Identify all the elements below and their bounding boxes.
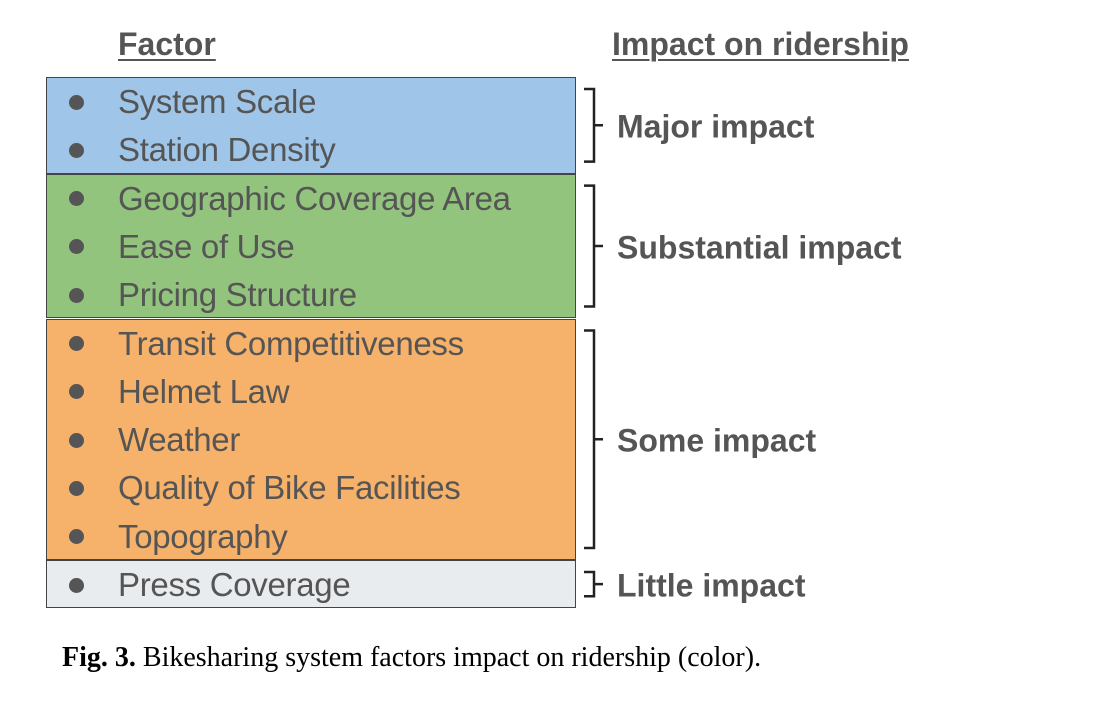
bullet-icon xyxy=(69,432,84,448)
bullet-icon xyxy=(69,480,84,496)
impact-label-major: Major impact xyxy=(617,108,815,145)
figure-caption: Fig. 3. Bikesharing system factors impac… xyxy=(62,642,761,674)
impact-label-little: Little impact xyxy=(617,567,806,604)
group-little: Press Coverage xyxy=(46,560,576,609)
factor-label: Quality of Bike Facilities xyxy=(118,469,461,507)
factor-label: Topography xyxy=(118,517,288,555)
bullet-icon xyxy=(69,191,84,207)
factor-item: Ease of Use xyxy=(47,223,575,271)
factor-label: Pricing Structure xyxy=(118,276,357,314)
group-some: Transit Competitiveness Helmet Law Weather… xyxy=(46,318,576,561)
factor-item: Geographic Coverage Area xyxy=(47,175,575,223)
impact-label-substantial: Substantial impact xyxy=(617,229,902,266)
factor-label: System Scale xyxy=(118,83,317,120)
bullet-icon xyxy=(69,94,84,110)
factor-item: Topography xyxy=(47,513,575,561)
bullet-icon xyxy=(69,529,84,545)
factor-item: Weather xyxy=(47,416,575,464)
impact-label-some: Some impact xyxy=(617,422,817,459)
factor-item: Transit Competitiveness xyxy=(47,320,575,368)
bullet-icon xyxy=(69,577,84,593)
brace-substantial xyxy=(584,184,603,308)
bullet-icon xyxy=(69,384,84,400)
factor-item: Press Coverage xyxy=(47,561,575,609)
factor-item: Helmet Law xyxy=(47,368,575,416)
factor-header: Factor xyxy=(118,26,216,62)
factor-label: Weather xyxy=(118,421,241,459)
factor-item: Pricing Structure xyxy=(47,271,575,319)
brace-little xyxy=(584,570,603,598)
impact-header: Impact on ridership xyxy=(612,26,909,62)
group-substantial: Geographic Coverage Area Ease of Use Prici… xyxy=(46,173,576,319)
factor-label: Transit Competitiveness xyxy=(118,324,464,362)
bullet-icon xyxy=(69,336,84,351)
bullet-icon xyxy=(69,239,84,255)
factor-label: Helmet Law xyxy=(118,372,290,410)
brace-major xyxy=(584,87,603,163)
figure-number: Fig. 3. xyxy=(62,642,136,673)
factor-label: Geographic Coverage Area xyxy=(118,179,511,217)
bullet-icon xyxy=(69,142,84,158)
factor-label: Station Density xyxy=(118,131,336,169)
group-major: System Scale Station Density xyxy=(46,77,576,174)
factor-item: Station Density xyxy=(47,126,575,174)
factor-label: Ease of Use xyxy=(118,227,295,265)
factor-item: Quality of Bike Facilities xyxy=(47,464,575,512)
caption-text: Bikesharing system factors impact on rid… xyxy=(135,642,762,673)
brace-some xyxy=(584,329,603,550)
bullet-icon xyxy=(69,287,84,303)
factor-label: Press Coverage xyxy=(118,566,351,603)
factor-item: System Scale xyxy=(47,78,575,126)
